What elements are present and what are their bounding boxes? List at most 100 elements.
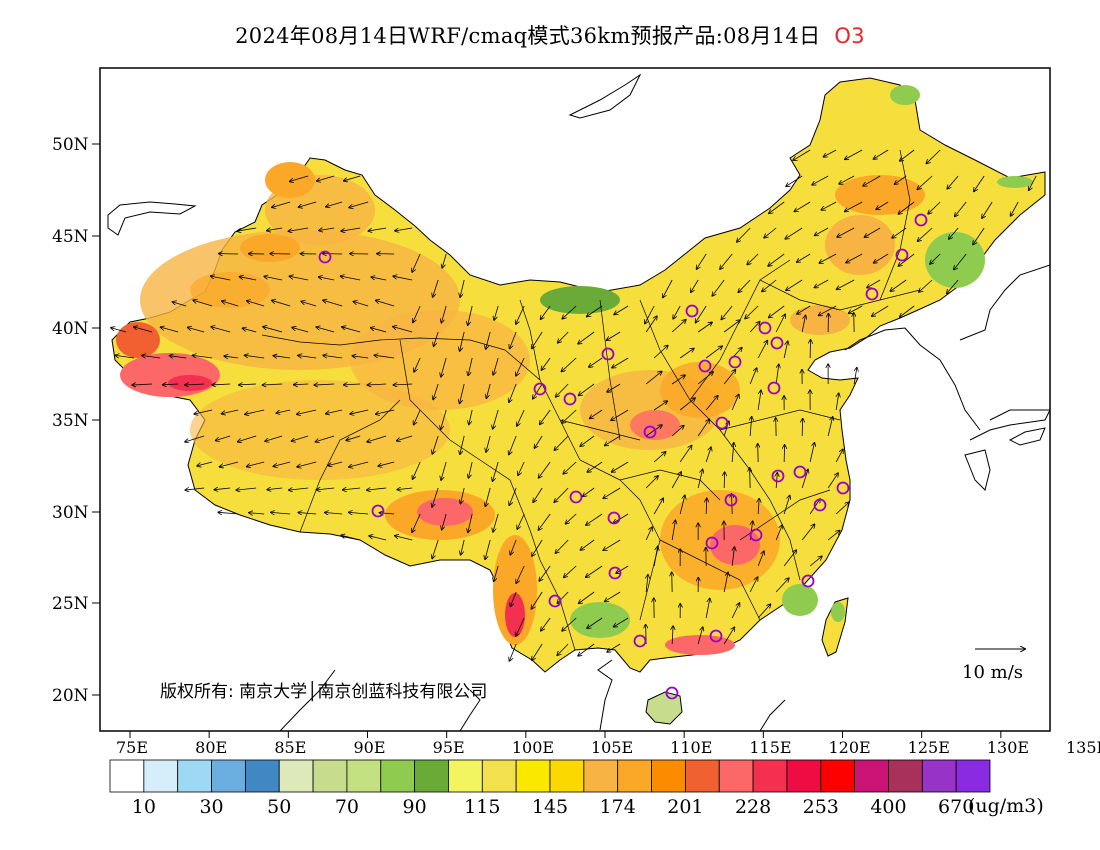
legend-swatch — [278, 759, 314, 793]
wind-arrow — [413, 305, 421, 322]
latitude-axis: 50N 45N 40N 35N 30N 25N 20N — [52, 135, 100, 706]
wind-arrow — [721, 305, 733, 319]
hainan-island — [645, 691, 683, 725]
site-marker — [698, 359, 712, 373]
wind-arrow — [486, 435, 491, 452]
legend-swatch — [651, 759, 686, 793]
wind-arrow — [468, 513, 473, 532]
wind-arrow — [587, 305, 603, 317]
wind-arrow — [821, 201, 837, 210]
site-marker — [569, 490, 583, 504]
wind-arrow — [849, 305, 863, 313]
wind-arrow — [846, 253, 863, 263]
wind-arrow — [441, 409, 447, 429]
lat-tick-label: 50N — [52, 135, 89, 155]
lon-tick-label: 110E — [670, 738, 712, 757]
wind-arrow — [579, 591, 595, 603]
wind-arrow — [534, 435, 543, 448]
wind-arrow — [783, 496, 790, 515]
legend-label: 30 — [199, 796, 223, 818]
wind-arrow — [349, 512, 369, 514]
wind-arrow — [732, 443, 734, 463]
wind-arrow — [319, 277, 335, 281]
wind-arrow — [645, 527, 652, 541]
wind-arrow — [376, 409, 395, 414]
legend-label: 174 — [600, 796, 636, 818]
wind-arrow — [801, 469, 808, 489]
wind-arrow — [485, 487, 491, 506]
wind-arrow — [344, 175, 361, 181]
wind-arrow — [539, 565, 551, 581]
wind-arrow — [460, 383, 465, 403]
wind-arrow — [468, 357, 473, 375]
wind-arrow — [432, 487, 439, 507]
site-marker — [813, 498, 827, 512]
wind-arrow — [653, 452, 666, 463]
wind-arrow — [645, 305, 655, 324]
wind-arrow — [460, 487, 465, 504]
wind-arrow — [243, 328, 257, 333]
legend-swatch — [312, 759, 348, 793]
wind-arrow — [393, 384, 413, 385]
wind-arrow — [468, 305, 473, 325]
legend-swatch — [346, 759, 382, 793]
wind-arrow — [170, 356, 187, 358]
legend-swatch — [414, 759, 449, 793]
wind-arrow — [273, 461, 291, 466]
wind-arrow — [706, 498, 707, 515]
wind-arrow — [785, 227, 803, 239]
wind-arrow — [614, 305, 629, 314]
wind-arrow — [697, 627, 703, 645]
wind-arrow — [271, 512, 291, 514]
wind-arrow — [895, 175, 907, 184]
wind-arrow — [328, 461, 343, 466]
lat-tick-label: 35N — [52, 411, 89, 431]
lon-tick-label: 125E — [908, 738, 950, 757]
wind-arrow — [583, 487, 595, 496]
wind-arrow — [111, 328, 127, 333]
wind-arrow — [691, 279, 699, 292]
wind-arrow — [441, 357, 447, 377]
wind-arrow — [671, 320, 686, 333]
wind-arrow — [731, 603, 739, 619]
site-marker — [633, 634, 647, 648]
lat-tick-label: 40N — [52, 319, 89, 339]
wind-arrow — [412, 513, 421, 532]
site-marker — [608, 566, 622, 580]
wind-arrow — [132, 384, 153, 385]
wind-arrow — [812, 175, 829, 185]
site-marker — [914, 213, 928, 227]
wind-arrow — [607, 383, 621, 392]
wind-arrow — [469, 409, 473, 424]
wind-arrow — [289, 276, 309, 281]
wind-arrow — [786, 279, 803, 290]
wind-arrow — [645, 425, 662, 437]
wind-arrow — [775, 364, 779, 385]
site-marker — [749, 528, 763, 542]
wind-arrow — [605, 591, 621, 601]
site-marker — [865, 287, 879, 301]
species-label: O3 — [834, 24, 865, 48]
wind-arrow — [493, 461, 499, 481]
wind-arrow — [290, 175, 309, 181]
wind-arrow — [613, 513, 629, 523]
legend-label: 201 — [667, 796, 703, 818]
wind-arrow — [712, 279, 725, 296]
legend-swatch — [684, 759, 720, 793]
wind-arrow — [605, 435, 621, 445]
wind-arrow — [299, 201, 317, 207]
wind-arrow — [616, 565, 629, 573]
wind-arrow — [750, 417, 751, 437]
lat-tick-label: 20N — [52, 686, 89, 706]
wind-arrow — [461, 539, 465, 555]
wind-arrow — [518, 461, 525, 475]
lon-tick-label: 95E — [433, 738, 465, 757]
wind-arrow — [801, 315, 805, 333]
site-marker — [728, 355, 742, 369]
color-legend: 10 30 50 70 90 115 145 174 201 228 253 400 670 — [109, 759, 991, 818]
wind-arrow — [797, 305, 811, 314]
wind-arrow — [827, 417, 833, 437]
wind-arrow — [509, 435, 517, 454]
wind-arrow — [494, 305, 499, 320]
longitude-axis: 75E 80E 85E 90E 95E 100E 105E 110E 115E 120E 125E 1… — [116, 731, 1100, 757]
